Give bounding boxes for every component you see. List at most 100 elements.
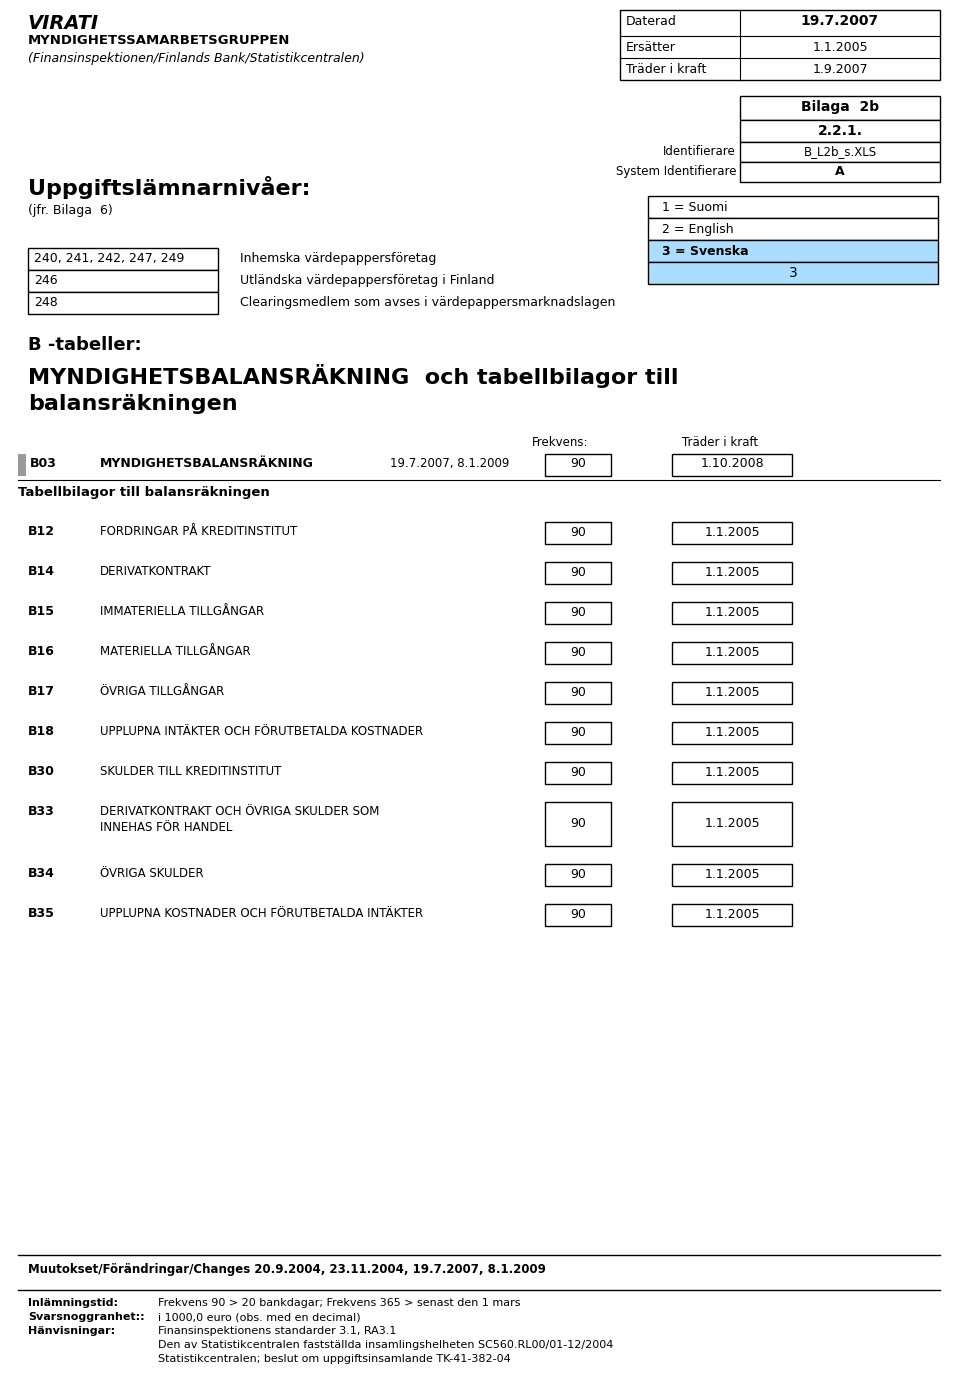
Text: 90: 90 (570, 766, 586, 778)
Text: UPPLUPNA KOSTNADER OCH FÖRUTBETALDA INTÄKTER: UPPLUPNA KOSTNADER OCH FÖRUTBETALDA INTÄ… (100, 907, 423, 920)
Text: Uppgiftslämnarnivåer:: Uppgiftslämnarnivåer: (28, 177, 310, 199)
Bar (545, 602, 611, 624)
Text: 1.1.2005: 1.1.2005 (705, 817, 759, 829)
Text: 1.1.2005: 1.1.2005 (705, 566, 759, 580)
Text: Inlämningstid:: Inlämningstid: (28, 1299, 118, 1308)
Text: ÖVRIGA SKULDER: ÖVRIGA SKULDER (100, 867, 204, 880)
Text: 240, 241, 242, 247, 249: 240, 241, 242, 247, 249 (34, 253, 184, 265)
Bar (672, 454, 792, 476)
Text: 246: 246 (34, 275, 58, 287)
Text: Bilaga  2b: Bilaga 2b (801, 99, 879, 115)
Text: (Finansinspektionen/Finlands Bank/Statistikcentralen): (Finansinspektionen/Finlands Bank/Statis… (28, 52, 365, 65)
Text: B34: B34 (28, 867, 55, 880)
Bar (672, 904, 792, 926)
Text: Hänvisningar:: Hänvisningar: (28, 1326, 115, 1336)
Text: B03: B03 (30, 457, 57, 471)
Bar (545, 522, 611, 544)
Bar (672, 522, 792, 544)
Bar (648, 262, 938, 284)
Text: System Identifierare: System Identifierare (615, 166, 736, 178)
Text: MYNDIGHETSBALANSRÄKNING  och tabellbilagor till: MYNDIGHETSBALANSRÄKNING och tabellbilago… (28, 364, 679, 388)
Bar (672, 562, 792, 584)
Text: 90: 90 (570, 726, 586, 740)
Bar (740, 142, 940, 161)
Text: 1.1.2005: 1.1.2005 (705, 766, 759, 778)
Text: 1.1.2005: 1.1.2005 (705, 868, 759, 880)
Text: 90: 90 (570, 908, 586, 920)
Text: Statistikcentralen; beslut om uppgiftsinsamlande TK-41-382-04: Statistikcentralen; beslut om uppgiftsin… (158, 1354, 511, 1363)
Bar (545, 454, 611, 476)
Text: Frekvens 90 > 20 bankdagar; Frekvens 365 > senast den 1 mars: Frekvens 90 > 20 bankdagar; Frekvens 365… (158, 1299, 520, 1308)
Text: 1.1.2005: 1.1.2005 (705, 908, 759, 920)
Text: Finansinspektionens standarder 3.1, RA3.1: Finansinspektionens standarder 3.1, RA3.… (158, 1326, 396, 1336)
Text: Svarsnoggranhet::: Svarsnoggranhet:: (28, 1312, 145, 1322)
Text: Träder i kraft: Träder i kraft (682, 436, 758, 448)
Bar (740, 97, 940, 120)
Bar (620, 10, 940, 80)
Text: 2 = English: 2 = English (662, 224, 733, 236)
Bar (672, 642, 792, 664)
Text: B14: B14 (28, 564, 55, 578)
Text: B35: B35 (28, 907, 55, 920)
Bar (648, 240, 938, 262)
Text: 19.7.2007, 8.1.2009: 19.7.2007, 8.1.2009 (390, 457, 510, 471)
Text: 90: 90 (570, 606, 586, 620)
Bar (740, 161, 940, 182)
Bar (672, 602, 792, 624)
Text: B15: B15 (28, 604, 55, 618)
Text: 1.1.2005: 1.1.2005 (705, 726, 759, 740)
Text: 1.1.2005: 1.1.2005 (705, 526, 759, 540)
Text: Frekvens:: Frekvens: (532, 436, 588, 448)
Text: i 1000,0 euro (obs. med en decimal): i 1000,0 euro (obs. med en decimal) (158, 1312, 361, 1322)
Bar (672, 762, 792, 784)
Text: Daterad: Daterad (626, 15, 677, 28)
Text: MYNDIGHETSBALANSRÄKNING: MYNDIGHETSBALANSRÄKNING (100, 457, 314, 471)
Bar (545, 642, 611, 664)
Text: Utländska värdepappersföretag i Finland: Utländska värdepappersföretag i Finland (240, 275, 494, 287)
Text: 90: 90 (570, 457, 586, 471)
Text: 1.1.2005: 1.1.2005 (705, 686, 759, 700)
Text: 2.2.1.: 2.2.1. (818, 124, 862, 138)
Text: 90: 90 (570, 646, 586, 660)
Text: UPPLUPNA INTÄKTER OCH FÖRUTBETALDA KOSTNADER: UPPLUPNA INTÄKTER OCH FÖRUTBETALDA KOSTN… (100, 724, 423, 738)
Text: 248: 248 (34, 295, 58, 309)
Text: B30: B30 (28, 765, 55, 778)
Bar (545, 864, 611, 886)
Bar (28, 248, 218, 270)
Text: Tabellbilagor till balansräkningen: Tabellbilagor till balansräkningen (18, 486, 270, 500)
Bar (545, 762, 611, 784)
Text: Träder i kraft: Träder i kraft (626, 63, 707, 76)
Text: Inhemska värdepappersföretag: Inhemska värdepappersföretag (240, 253, 437, 265)
Text: B33: B33 (28, 805, 55, 818)
Text: 90: 90 (570, 868, 586, 880)
Text: DERIVATKONTRAKT OCH ÖVRIGA SKULDER SOM: DERIVATKONTRAKT OCH ÖVRIGA SKULDER SOM (100, 805, 379, 818)
Text: Den av Statistikcentralen fastställda insamlingshelheten SC560.RL00/01-12/2004: Den av Statistikcentralen fastställda in… (158, 1340, 613, 1350)
Bar (545, 562, 611, 584)
Bar (28, 293, 218, 315)
Bar (18, 454, 26, 476)
Bar (672, 802, 792, 846)
Text: Muutokset/Förändringar/Changes 20.9.2004, 23.11.2004, 19.7.2007, 8.1.2009: Muutokset/Förändringar/Changes 20.9.2004… (28, 1263, 546, 1276)
Text: IMMATERIELLA TILLGÅNGAR: IMMATERIELLA TILLGÅNGAR (100, 604, 264, 618)
Text: 1.1.2005: 1.1.2005 (812, 41, 868, 54)
Text: B12: B12 (28, 524, 55, 538)
Text: 1 = Suomi: 1 = Suomi (662, 201, 728, 214)
Bar (545, 904, 611, 926)
Bar (648, 196, 938, 218)
Bar (545, 802, 611, 846)
Text: ÖVRIGA TILLGÅNGAR: ÖVRIGA TILLGÅNGAR (100, 684, 225, 698)
Bar (672, 864, 792, 886)
Text: 90: 90 (570, 526, 586, 540)
Text: Clearingsmedlem som avses i värdepappersmarknadslagen: Clearingsmedlem som avses i värdepappers… (240, 295, 615, 309)
Bar (545, 722, 611, 744)
Text: B17: B17 (28, 684, 55, 698)
Text: 1.9.2007: 1.9.2007 (812, 63, 868, 76)
Text: INNEHAS FÖR HANDEL: INNEHAS FÖR HANDEL (100, 821, 232, 834)
Text: Identifierare: Identifierare (663, 145, 736, 157)
Text: balansräkningen: balansräkningen (28, 395, 238, 414)
Bar (28, 270, 218, 293)
Bar (545, 682, 611, 704)
Text: DERIVATKONTRAKT: DERIVATKONTRAKT (100, 564, 211, 578)
Text: 90: 90 (570, 566, 586, 580)
Text: SKULDER TILL KREDITINSTITUT: SKULDER TILL KREDITINSTITUT (100, 765, 281, 778)
